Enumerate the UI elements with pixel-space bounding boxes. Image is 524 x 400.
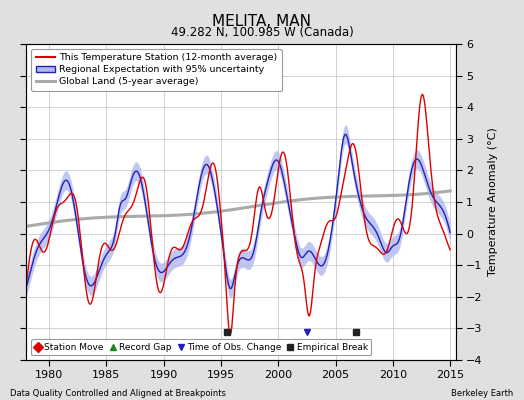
Y-axis label: Temperature Anomaly (°C): Temperature Anomaly (°C)	[488, 128, 498, 276]
Legend: Station Move, Record Gap, Time of Obs. Change, Empirical Break: Station Move, Record Gap, Time of Obs. C…	[31, 339, 372, 356]
Text: Berkeley Earth: Berkeley Earth	[451, 389, 514, 398]
Text: MELITA, MAN: MELITA, MAN	[213, 14, 311, 29]
Text: 49.282 N, 100.985 W (Canada): 49.282 N, 100.985 W (Canada)	[171, 26, 353, 39]
Text: Data Quality Controlled and Aligned at Breakpoints: Data Quality Controlled and Aligned at B…	[10, 389, 226, 398]
